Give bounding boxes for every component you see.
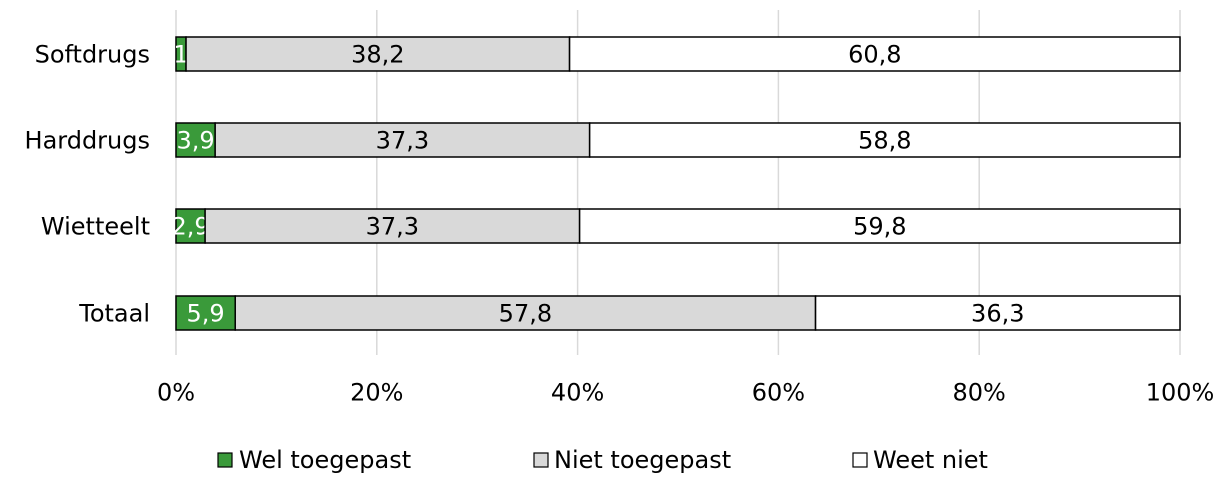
bar-segment <box>185 36 571 72</box>
x-tick-label: 0% <box>157 379 195 407</box>
category-label: Totaal <box>78 300 150 328</box>
bars: 1 38,2 60,8 3,9 37,3 58,8 2,9 37,3 59,8 5,9 57,8 36… <box>171 36 1181 331</box>
data-label: 1 <box>173 41 188 69</box>
legend-swatch <box>217 452 233 468</box>
category-labels: Softdrugs Harddrugs Wietteelt Totaal <box>25 41 150 328</box>
bar-segment <box>814 295 1181 331</box>
legend-label: Niet toegepast <box>554 446 731 474</box>
bar-segment <box>234 295 817 331</box>
bar-segment <box>578 208 1181 244</box>
x-axis-tick-labels: 0% 20% 40% 60% 80% 100% <box>157 379 1214 407</box>
data-label: 2,9 <box>171 213 209 241</box>
data-label: 3,9 <box>176 127 214 155</box>
bar-segment <box>214 122 591 158</box>
data-label: 36,3 <box>971 300 1024 328</box>
data-label: 5,9 <box>187 300 225 328</box>
data-label: 60,8 <box>848 41 901 69</box>
data-label: 58,8 <box>858 127 911 155</box>
x-tick-label: 40% <box>551 379 604 407</box>
legend: Wel toegepast Niet toegepast Weet niet <box>217 446 988 474</box>
data-label: 37,3 <box>376 127 429 155</box>
category-label: Harddrugs <box>25 127 150 155</box>
bar-segment <box>588 122 1181 158</box>
x-tick-label: 80% <box>953 379 1006 407</box>
category-label: Softdrugs <box>35 41 150 69</box>
x-tick-label: 20% <box>350 379 403 407</box>
bar-segment <box>568 36 1181 72</box>
bar-segment <box>175 208 206 244</box>
x-tick-label: 100% <box>1146 379 1215 407</box>
data-label: 59,8 <box>853 213 906 241</box>
legend-label: Weet niet <box>873 446 988 474</box>
data-label: 38,2 <box>351 41 404 69</box>
category-label: Wietteelt <box>41 213 150 241</box>
x-tick-label: 60% <box>752 379 805 407</box>
data-label: 57,8 <box>499 300 552 328</box>
legend-swatch <box>533 452 549 468</box>
data-label: 37,3 <box>366 213 419 241</box>
legend-swatch <box>852 452 868 468</box>
legend-label: Wel toegepast <box>239 446 411 474</box>
